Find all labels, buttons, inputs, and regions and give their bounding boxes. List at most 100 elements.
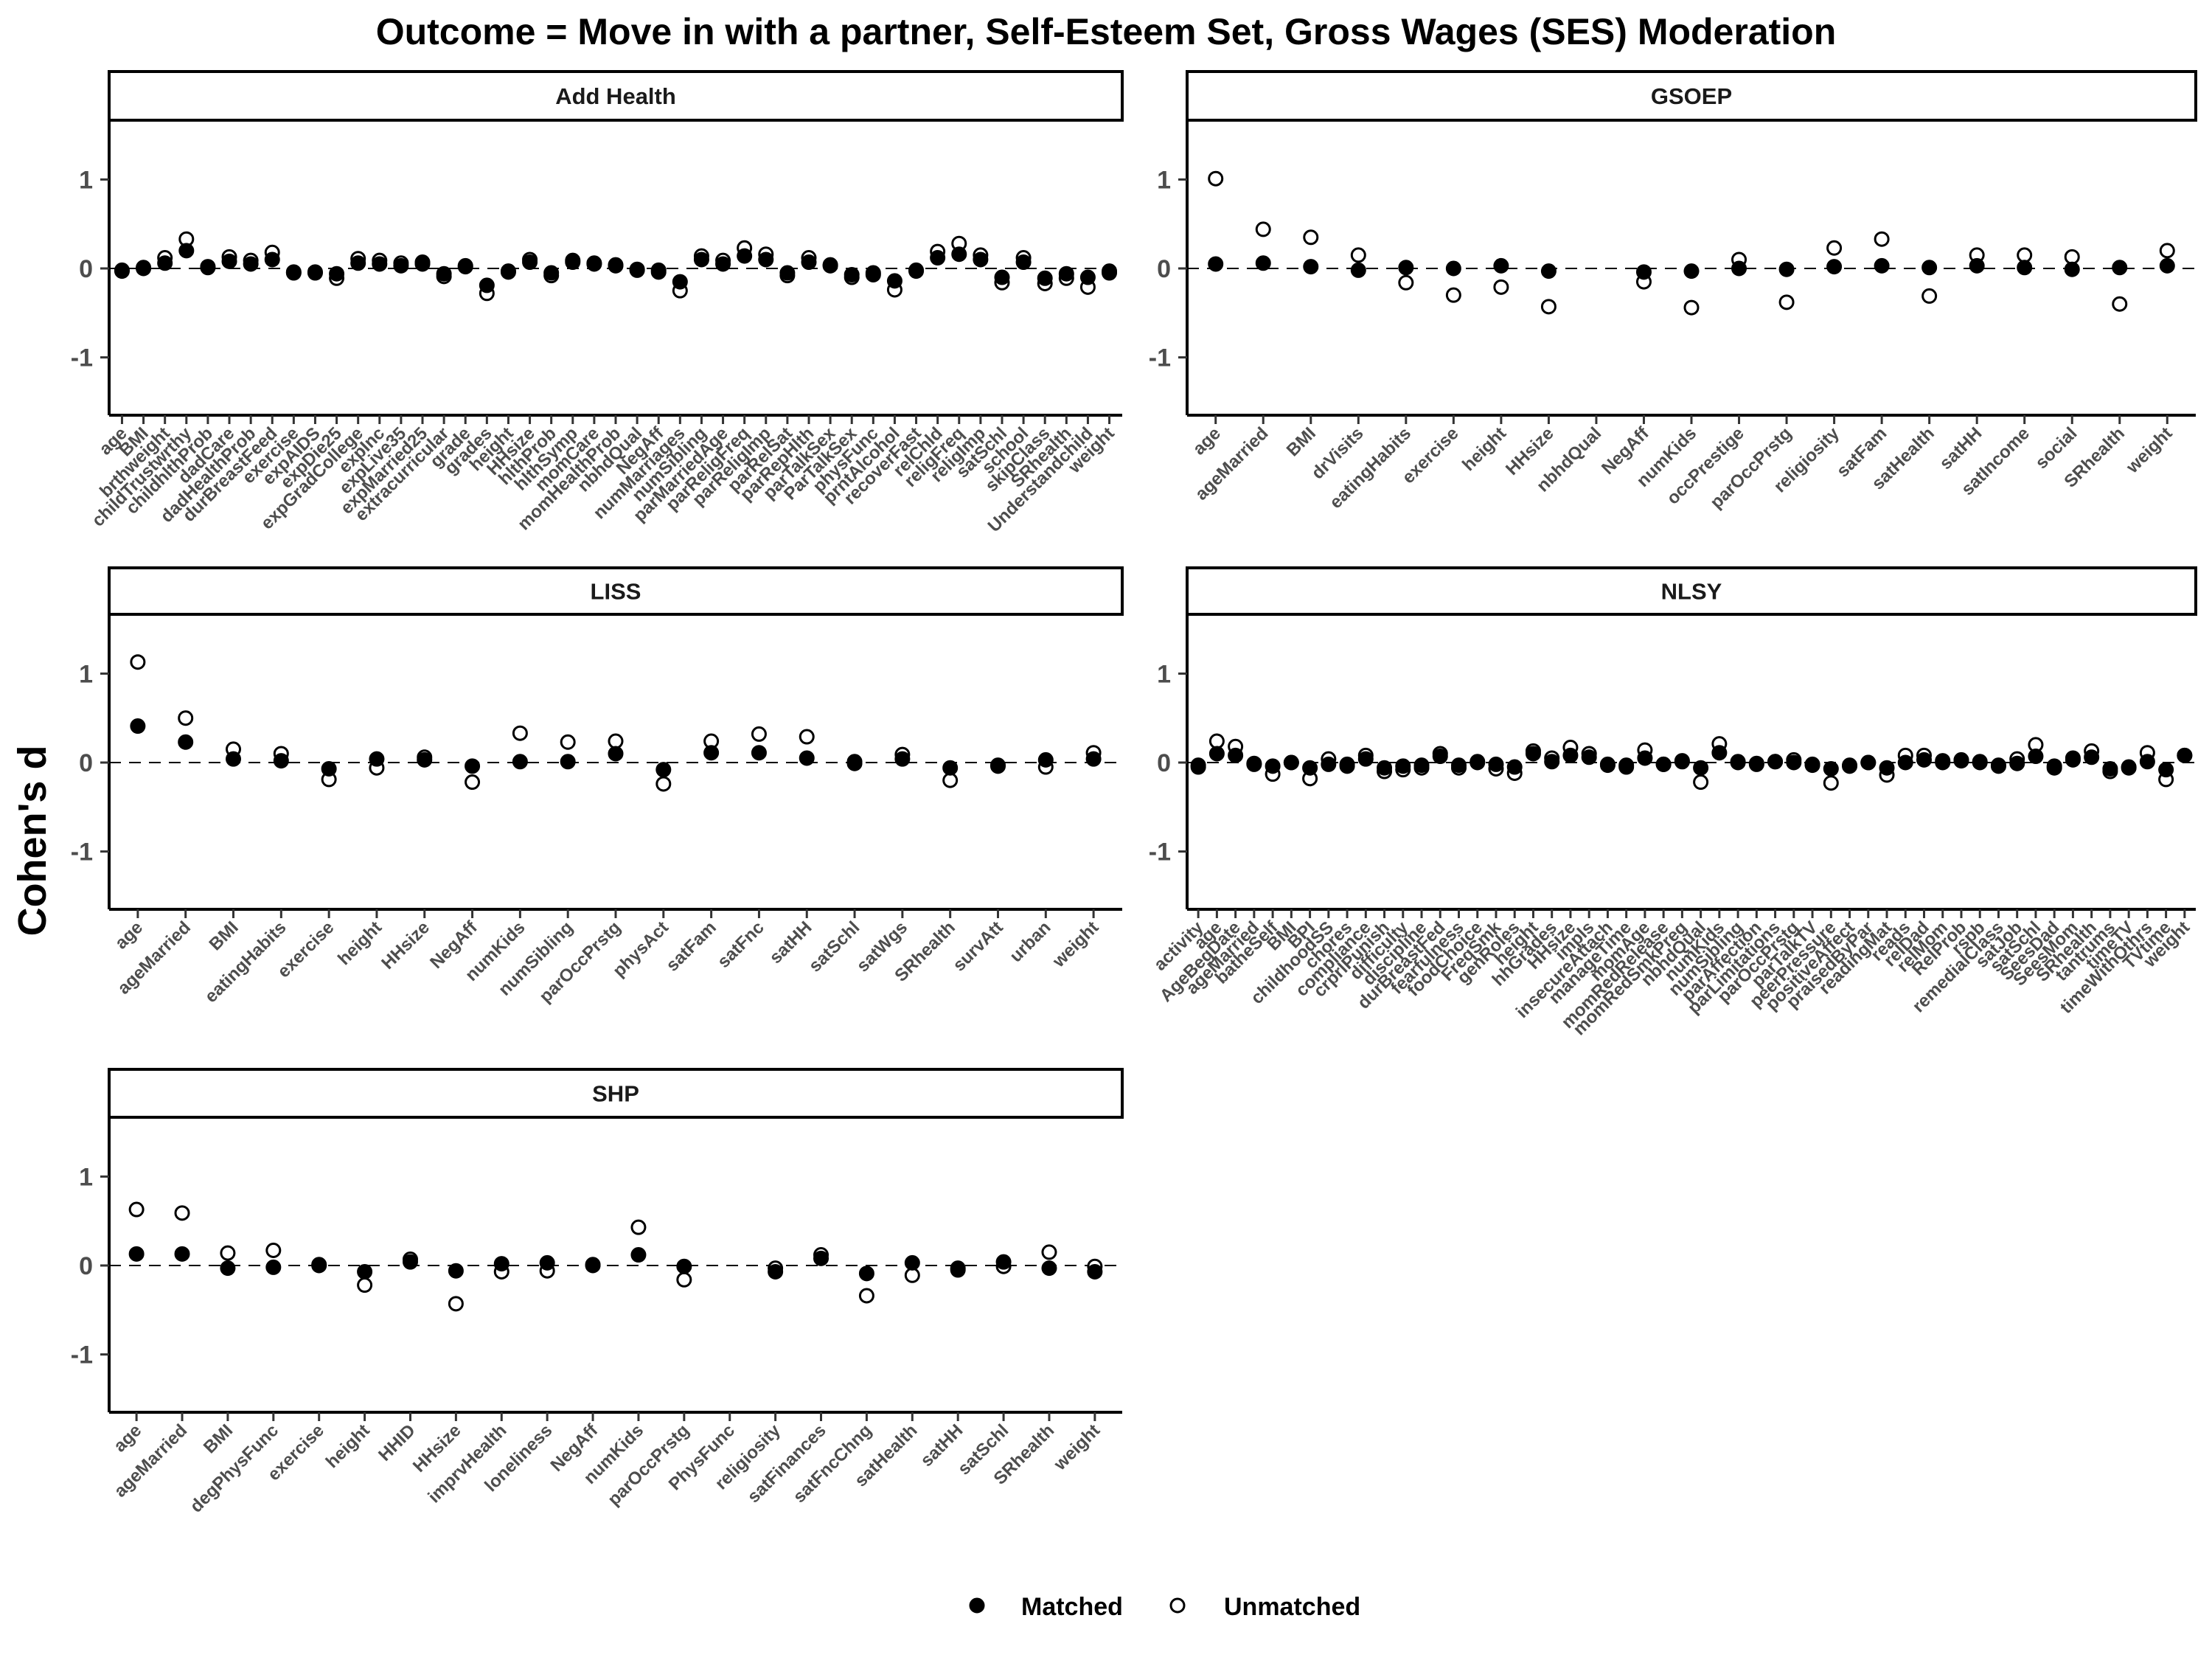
panel-strip-label: Add Health bbox=[555, 83, 676, 109]
panel-strip bbox=[108, 70, 1124, 122]
matched-point bbox=[114, 262, 130, 278]
matched-point bbox=[372, 256, 388, 272]
unmatched-point bbox=[1398, 274, 1414, 291]
matched-point bbox=[1283, 754, 1299, 771]
unmatched-point bbox=[1303, 229, 1319, 246]
matched-point bbox=[565, 254, 581, 271]
matched-point bbox=[2158, 762, 2174, 778]
matched-point bbox=[1037, 751, 1054, 768]
x-tick-label: BMI bbox=[206, 917, 243, 954]
unmatched-point bbox=[1445, 287, 1461, 303]
y-axis-label: Cohen's d bbox=[10, 746, 55, 937]
matched-point bbox=[2084, 749, 2100, 765]
y-tick-label: 1 bbox=[79, 1163, 93, 1191]
matched-point bbox=[693, 251, 709, 268]
matched-point bbox=[1350, 262, 1366, 278]
unmatched-point bbox=[608, 733, 624, 749]
matched-point bbox=[942, 760, 959, 776]
x-tick-label: satFnc bbox=[714, 917, 768, 972]
matched-point bbox=[560, 754, 576, 770]
matched-point bbox=[1079, 269, 1096, 285]
x-tick-label: weight bbox=[1048, 917, 1103, 972]
matched-point bbox=[264, 251, 280, 268]
matched-point bbox=[813, 1250, 830, 1266]
unmatched-point bbox=[220, 1245, 236, 1261]
unmatched-point bbox=[1778, 294, 1795, 310]
matched-point bbox=[1190, 757, 1206, 774]
matched-point bbox=[1786, 754, 1802, 771]
matched-point bbox=[130, 718, 146, 735]
legend-unmatched-marker bbox=[1169, 1597, 1186, 1614]
x-tick-label: weight bbox=[2122, 423, 2177, 478]
matched-point bbox=[715, 256, 731, 272]
unmatched-point bbox=[265, 1242, 282, 1258]
x-tick-label: height bbox=[334, 917, 386, 969]
matched-point bbox=[178, 734, 194, 750]
chart-title: Outcome = Move in with a partner, Self-E… bbox=[376, 11, 1837, 52]
matched-point bbox=[1246, 755, 1262, 771]
matched-point bbox=[321, 760, 337, 777]
panel-strip bbox=[108, 1068, 1124, 1119]
matched-point bbox=[865, 265, 881, 281]
matched-point bbox=[1767, 754, 1784, 770]
matched-point bbox=[448, 1263, 464, 1279]
matched-point bbox=[2112, 260, 2128, 276]
matched-point bbox=[1860, 754, 1877, 771]
matched-point bbox=[768, 1263, 784, 1280]
panel-strip bbox=[108, 566, 1124, 616]
matched-point bbox=[1921, 260, 1938, 276]
panel-strip bbox=[1186, 566, 2197, 616]
matched-point bbox=[1599, 756, 1615, 772]
x-tick-label: satSchl bbox=[805, 917, 863, 976]
matched-point bbox=[1395, 758, 1411, 774]
unmatched-point bbox=[904, 1267, 920, 1283]
matched-point bbox=[1683, 263, 1700, 280]
unmatched-point bbox=[2017, 247, 2033, 263]
matched-point bbox=[629, 261, 645, 277]
matched-point bbox=[1544, 754, 1560, 770]
y-tick-label: -1 bbox=[71, 839, 93, 867]
matched-point bbox=[350, 255, 366, 271]
unmatched-point bbox=[942, 772, 959, 788]
matched-point bbox=[1748, 755, 1764, 771]
panel-strip-label: LISS bbox=[591, 579, 641, 605]
matched-point bbox=[543, 265, 560, 281]
unmatched-point bbox=[858, 1288, 874, 1304]
matched-point bbox=[2065, 751, 2081, 768]
panel-strip bbox=[1186, 70, 2197, 122]
y-tick-label: -1 bbox=[1149, 839, 1171, 867]
matched-point bbox=[265, 1259, 282, 1275]
matched-point bbox=[1778, 261, 1795, 277]
matched-point bbox=[886, 273, 902, 289]
matched-point bbox=[512, 754, 528, 770]
unmatched-point bbox=[1041, 1244, 1057, 1260]
y-tick-label: 0 bbox=[1157, 255, 1171, 283]
y-tick-label: 0 bbox=[79, 1252, 93, 1280]
matched-point bbox=[1255, 255, 1271, 271]
unmatched-point bbox=[1208, 733, 1225, 749]
matched-point bbox=[157, 255, 173, 271]
y-tick-label: 0 bbox=[79, 255, 93, 283]
x-tick-label: age bbox=[1189, 423, 1225, 459]
matched-point bbox=[369, 751, 385, 767]
y-tick-label: -1 bbox=[71, 1341, 93, 1369]
matched-point bbox=[2159, 257, 2175, 274]
matched-point bbox=[737, 248, 753, 264]
matched-point bbox=[2017, 260, 2033, 276]
matched-point bbox=[1618, 757, 1635, 774]
panel-strip-label: NLSY bbox=[1661, 579, 1722, 605]
matched-point bbox=[973, 251, 989, 268]
unmatched-point bbox=[1350, 247, 1366, 263]
matched-point bbox=[1674, 753, 1690, 769]
matched-point bbox=[608, 746, 624, 762]
matched-point bbox=[2009, 755, 2025, 771]
matched-point bbox=[1935, 754, 1951, 771]
matched-point bbox=[1321, 756, 1337, 772]
matched-point bbox=[1826, 259, 1843, 275]
unmatched-point bbox=[1208, 170, 1224, 187]
matched-point bbox=[1488, 756, 1504, 772]
matched-point bbox=[417, 751, 433, 768]
matched-point bbox=[1990, 757, 2006, 774]
unmatched-point bbox=[630, 1219, 647, 1235]
